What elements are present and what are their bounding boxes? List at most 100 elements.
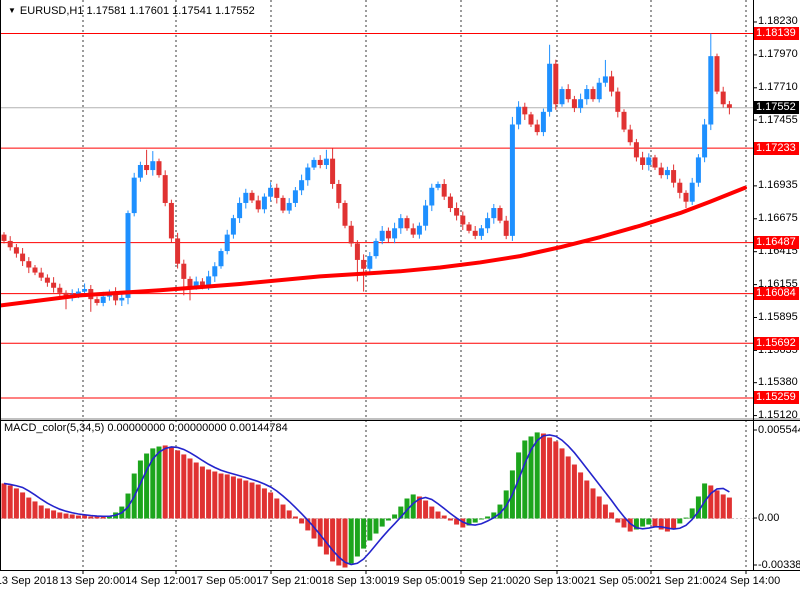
candle [255,200,261,210]
candle [547,63,553,112]
macd-bar [447,518,453,521]
macd-bar [305,518,311,531]
macd-bar [156,446,162,519]
ma-line[interactable] [0,185,747,308]
level-price-tag: 1.16084 [754,287,799,301]
candle [671,170,677,183]
macd-bar [602,504,608,519]
macd-bar [181,454,187,519]
candle [466,224,472,231]
candle [113,292,119,301]
candle [367,256,373,269]
price-axis-label: 1.15895 [758,311,798,323]
candle [162,175,168,203]
time-axis-label: 13 Sep 2018 [0,575,59,587]
macd-bar [20,492,26,519]
candle [193,281,199,287]
candle [224,234,230,252]
macd-bar [652,518,658,527]
macd-bar [466,518,472,526]
macd-bar [1,483,7,519]
candle [491,208,497,219]
macd-bar [32,501,38,519]
candle [230,218,236,235]
macd-bar [404,498,410,519]
macd-bar [726,497,732,519]
candle [454,208,460,216]
chevron-down-icon[interactable]: ▼ [8,6,16,15]
candle [311,159,317,168]
candle [584,89,590,100]
macd-bar [689,508,695,519]
macd-bar [280,504,286,519]
macd-bar [162,445,168,519]
macd-bar [224,474,230,519]
macd-bar [243,480,249,519]
candle [540,111,546,133]
candle [590,89,596,100]
candle [695,157,701,183]
candle [472,230,478,236]
macd-bar [460,518,466,528]
candle [410,228,416,235]
macd-bar [38,505,44,519]
candle [286,202,292,211]
macd-bar [677,518,683,524]
macd-bar [609,512,615,519]
macd-bar [478,518,484,520]
candle [373,240,379,257]
candle [181,263,187,279]
time-axis-label: 13 Sep 20:00 [59,575,126,587]
macd-bar [7,485,13,519]
candle [714,56,720,92]
macd-bar [88,516,94,519]
candle [435,183,441,188]
candle [658,167,664,176]
candle [509,124,515,236]
macd-bar [168,447,174,519]
macd-bar [441,515,447,519]
price-axis-label: 1.15120 [758,409,798,422]
candle [268,187,274,197]
price-axis-label: 1.17455 [758,113,798,126]
candle [652,157,658,168]
macd-bar [82,515,88,519]
time-axis-label: 14 Sep 12:00 [125,575,191,587]
macd-bar [286,510,292,519]
macd-bar [385,518,391,521]
macd-bar [454,518,460,525]
current-price-tag: 1.17552 [754,101,799,115]
macd-bar [336,518,342,566]
candle [578,99,584,109]
macd-bar [268,492,274,519]
price-axis-label: 1.16935 [758,179,798,192]
macd-bar [516,452,522,519]
macd-bar [249,482,255,519]
candle [20,253,26,262]
macd-bar [230,476,236,519]
candle [51,282,57,288]
candle [243,192,249,203]
candle [317,159,323,165]
macd-bar [714,490,720,519]
candle [627,129,633,143]
candle [26,261,32,268]
macd-bar [547,437,553,519]
macd-bar [640,518,646,527]
candle [565,89,571,100]
candle [689,182,695,202]
candle [615,91,621,112]
time-axis-label: 21 Sep 21:00 [649,575,715,587]
macd-bar [646,518,652,525]
macd-axis-label: 0.0055446 [758,423,800,436]
macd-bar [193,462,199,519]
candle [44,277,50,283]
macd-bar [559,448,565,519]
macd-bar [330,518,336,562]
macd-signal-line [3,434,730,566]
macd-bar [571,464,577,519]
macd-bar [429,506,435,519]
